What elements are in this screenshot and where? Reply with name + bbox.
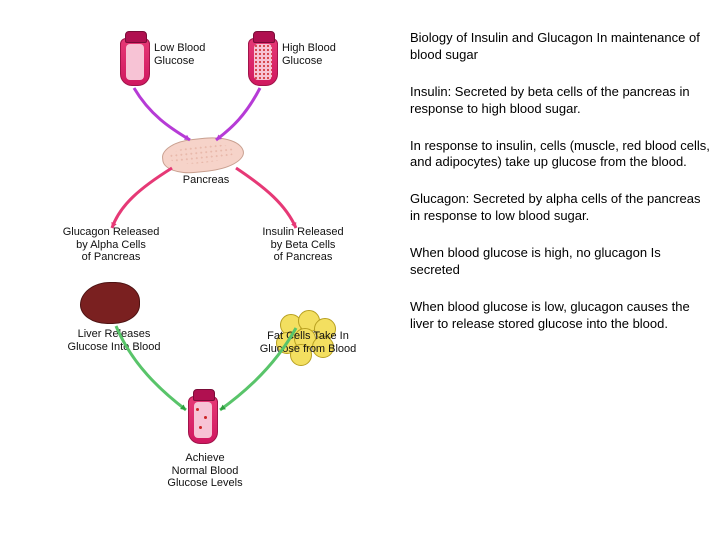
label-pancreas: Pancreas [178, 174, 234, 187]
tube-low-glucose [120, 38, 150, 86]
label-high-glucose: High BloodGlucose [282, 42, 352, 67]
label-insulin: Insulin Releasedby Beta Cellsof Pancreas [248, 226, 358, 264]
para-glucagon: Glucagon: Secreted by alpha cells of the… [410, 191, 710, 225]
label-glucagon: Glucagon Releasedby Alpha Cellsof Pancre… [56, 226, 166, 264]
pancreas-node [160, 134, 245, 176]
liver-node [80, 282, 140, 324]
label-achieve: AchieveNormal BloodGlucose Levels [160, 452, 250, 490]
label-liver: Liver ReleasesGlucose Into Blood [54, 328, 174, 353]
insulin-glucagon-diagram: Low BloodGlucose High BloodGlucose Pancr… [60, 20, 390, 520]
tube-achieve [188, 396, 218, 444]
label-fat: Fat Cells Take InGlucose from Blood [248, 330, 368, 355]
para-title: Biology of Insulin and Glucagon In maint… [410, 30, 710, 64]
para-low: When blood glucose is low, glucagon caus… [410, 299, 710, 333]
para-high: When blood glucose is high, no glucagon … [410, 245, 710, 279]
label-low-glucose: Low BloodGlucose [154, 42, 224, 67]
para-uptake: In response to insulin, cells (muscle, r… [410, 138, 710, 172]
para-insulin: Insulin: Secreted by beta cells of the p… [410, 84, 710, 118]
text-column: Biology of Insulin and Glucagon In maint… [410, 30, 710, 353]
arrows-svg [60, 20, 390, 520]
tube-high-glucose [248, 38, 278, 86]
